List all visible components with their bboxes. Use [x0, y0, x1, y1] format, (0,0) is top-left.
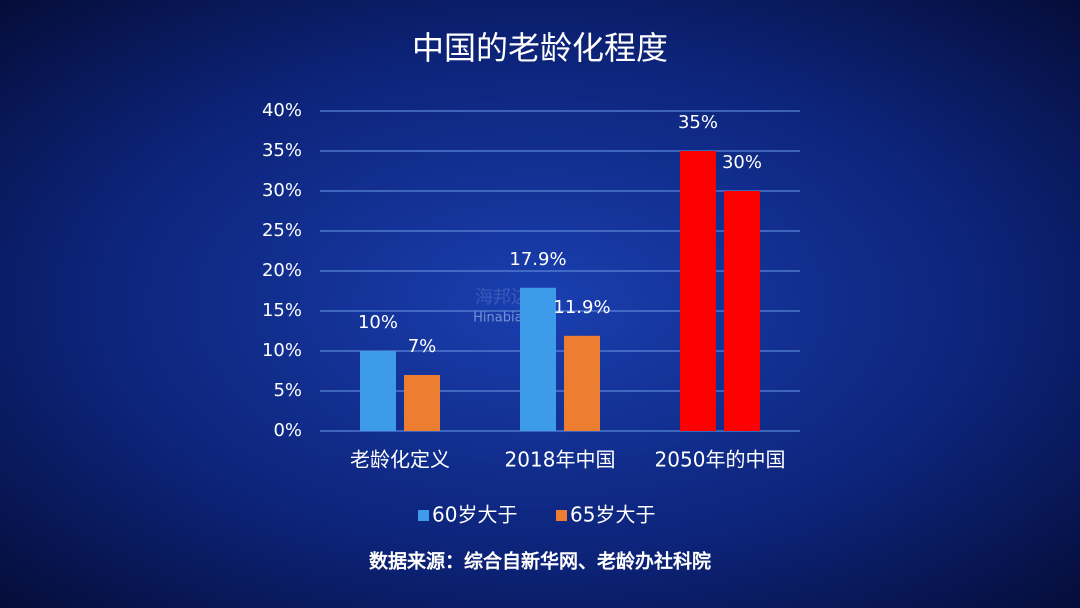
- y-tick-label: 20%: [262, 260, 302, 281]
- value-label: 7%: [408, 336, 437, 357]
- chart-title: 中国的老龄化程度: [412, 29, 668, 67]
- bar: [564, 335, 600, 431]
- x-tick-label: 2018年中国: [505, 448, 616, 472]
- y-tick-label: 35%: [262, 140, 302, 161]
- y-tick-label: 10%: [262, 340, 302, 361]
- y-tick-label: 30%: [262, 180, 302, 201]
- watermark: Hinabian: [473, 311, 531, 326]
- bar: [520, 287, 556, 431]
- bar: [724, 191, 760, 431]
- value-label: 30%: [722, 152, 762, 173]
- legend-swatch: [418, 510, 429, 521]
- value-label: 10%: [358, 312, 398, 333]
- y-tick-label: 5%: [273, 380, 302, 401]
- bar: [360, 351, 396, 431]
- value-label: 35%: [678, 112, 718, 133]
- legend-swatch: [556, 510, 567, 521]
- bar: [404, 375, 440, 431]
- bar: [680, 151, 716, 431]
- legend-label: 60岁大于: [432, 503, 517, 527]
- y-tick-label: 40%: [262, 100, 302, 121]
- value-label: 11.9%: [553, 297, 610, 318]
- x-tick-label: 老龄化定义: [350, 448, 450, 472]
- watermark: 海邦边: [475, 287, 529, 308]
- x-tick-label: 2050年的中国: [655, 448, 786, 472]
- source-note: 数据来源：综合自新华网、老龄办社科院: [369, 550, 711, 573]
- legend-label: 65岁大于: [570, 503, 655, 527]
- value-label: 17.9%: [509, 249, 566, 270]
- y-tick-label: 15%: [262, 300, 302, 321]
- y-tick-label: 0%: [273, 420, 302, 441]
- y-tick-label: 25%: [262, 220, 302, 241]
